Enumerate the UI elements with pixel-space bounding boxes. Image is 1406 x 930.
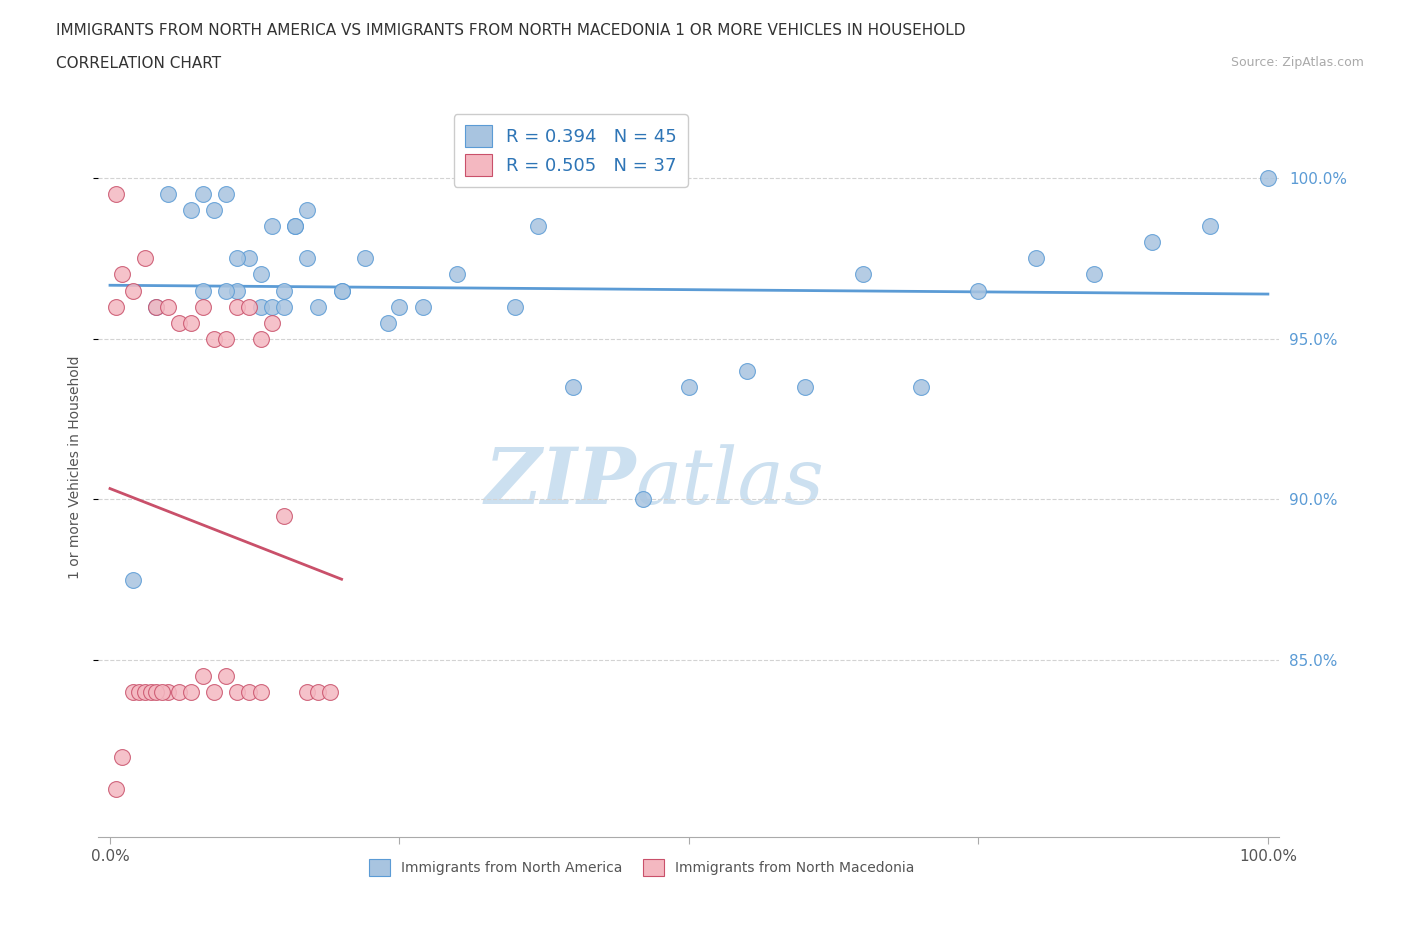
Point	[295, 251, 318, 266]
Point	[122, 572, 145, 587]
Point	[139, 684, 162, 699]
Y-axis label: 1 or more Vehicles in Household: 1 or more Vehicles in Household	[69, 355, 83, 579]
Point	[1199, 219, 1222, 233]
Point	[307, 299, 329, 314]
Point	[104, 781, 127, 796]
Point	[110, 750, 132, 764]
Point	[735, 364, 758, 379]
Point	[273, 299, 295, 314]
Point	[238, 299, 260, 314]
Point	[180, 684, 202, 699]
Point	[202, 684, 225, 699]
Point	[104, 187, 127, 202]
Point	[238, 684, 260, 699]
Legend: Immigrants from North America, Immigrants from North Macedonia: Immigrants from North America, Immigrant…	[363, 854, 920, 882]
Point	[330, 283, 353, 298]
Point	[226, 283, 249, 298]
Point	[249, 331, 271, 346]
Point	[319, 684, 342, 699]
Point	[273, 508, 295, 523]
Point	[128, 684, 150, 699]
Point	[249, 684, 271, 699]
Text: ZIP: ZIP	[484, 444, 636, 521]
Point	[169, 315, 191, 330]
Point	[562, 379, 585, 394]
Point	[295, 684, 318, 699]
Point	[191, 669, 214, 684]
Point	[156, 684, 179, 699]
Point	[262, 315, 284, 330]
Point	[249, 267, 271, 282]
Point	[145, 299, 167, 314]
Point	[215, 187, 238, 202]
Point	[156, 299, 179, 314]
Point	[104, 299, 127, 314]
Point	[967, 283, 990, 298]
Point	[910, 379, 932, 394]
Point	[1025, 251, 1047, 266]
Point	[793, 379, 815, 394]
Point	[307, 684, 329, 699]
Point	[238, 251, 260, 266]
Point	[156, 187, 179, 202]
Point	[412, 299, 434, 314]
Point	[180, 315, 202, 330]
Point	[191, 187, 214, 202]
Point	[353, 251, 375, 266]
Point	[191, 299, 214, 314]
Point	[110, 267, 132, 282]
Point	[191, 283, 214, 298]
Text: CORRELATION CHART: CORRELATION CHART	[56, 56, 221, 71]
Point	[226, 299, 249, 314]
Point	[295, 203, 318, 218]
Point	[226, 251, 249, 266]
Point	[1140, 235, 1163, 250]
Point	[122, 283, 145, 298]
Point	[150, 684, 173, 699]
Point	[377, 315, 399, 330]
Point	[678, 379, 700, 394]
Point	[446, 267, 468, 282]
Text: atlas: atlas	[636, 444, 824, 520]
Point	[330, 283, 353, 298]
Text: Source: ZipAtlas.com: Source: ZipAtlas.com	[1230, 56, 1364, 69]
Point	[202, 331, 225, 346]
Text: IMMIGRANTS FROM NORTH AMERICA VS IMMIGRANTS FROM NORTH MACEDONIA 1 OR MORE VEHIC: IMMIGRANTS FROM NORTH AMERICA VS IMMIGRA…	[56, 23, 966, 38]
Point	[527, 219, 550, 233]
Point	[145, 684, 167, 699]
Point	[215, 669, 238, 684]
Point	[262, 299, 284, 314]
Point	[122, 684, 145, 699]
Point	[852, 267, 875, 282]
Point	[169, 684, 191, 699]
Point	[284, 219, 307, 233]
Point	[249, 299, 271, 314]
Point	[1257, 170, 1279, 185]
Point	[631, 492, 654, 507]
Point	[503, 299, 526, 314]
Point	[1083, 267, 1105, 282]
Point	[134, 251, 156, 266]
Point	[180, 203, 202, 218]
Point	[388, 299, 411, 314]
Point	[215, 331, 238, 346]
Point	[226, 684, 249, 699]
Point	[215, 283, 238, 298]
Point	[273, 283, 295, 298]
Point	[284, 219, 307, 233]
Point	[134, 684, 156, 699]
Point	[262, 219, 284, 233]
Point	[202, 203, 225, 218]
Point	[145, 299, 167, 314]
